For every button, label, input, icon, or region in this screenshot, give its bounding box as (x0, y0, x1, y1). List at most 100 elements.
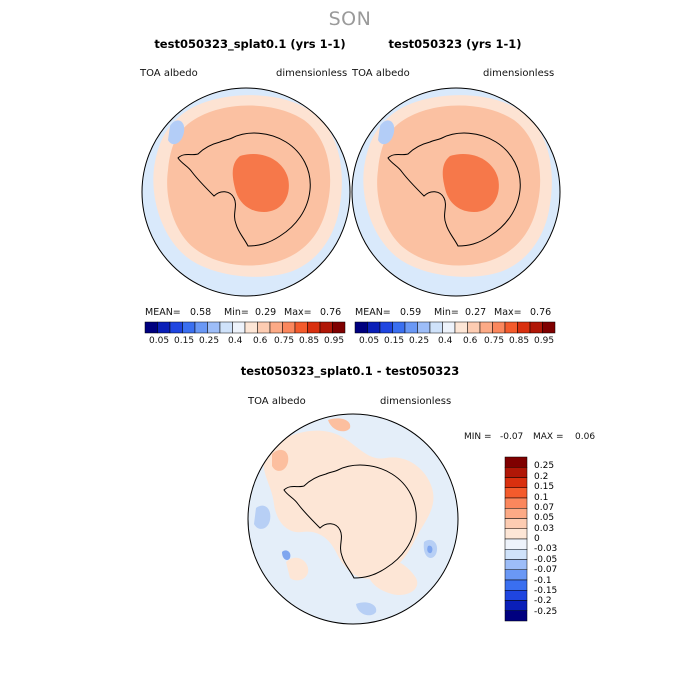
colorbar-swatch (319, 321, 333, 334)
map-border (247, 413, 459, 625)
colorbar-swatch (367, 321, 381, 334)
panel-1-min-label: Min= (224, 307, 249, 318)
colorbar-swatch (504, 590, 528, 601)
colorbar-swatch (504, 600, 528, 611)
colorbar-swatch (429, 321, 443, 334)
colorbar-tick-label: 0.4 (438, 336, 453, 346)
colorbar-swatch (504, 559, 528, 570)
colorbar-tick-label: -0.2 (534, 596, 552, 607)
panel-2-mean-label: MEAN= (355, 307, 391, 318)
colorbar-tick-label: 0.03 (534, 523, 555, 534)
colorbar-swatch (417, 321, 431, 334)
colorbar-tick-label: -0.1 (534, 575, 552, 586)
panel-1-colorbar (144, 321, 346, 334)
colorbar-tick-label: 0.75 (274, 336, 295, 346)
colorbar-tick-label: 0.05 (534, 513, 555, 524)
map-border (351, 87, 561, 297)
difference-min-label: MIN = (464, 432, 492, 442)
colorbar-tick-label: -0.15 (534, 585, 558, 596)
colorbar-swatch (504, 518, 528, 529)
antarctica-coastline (283, 464, 417, 579)
colorbar-tick-label: -0.25 (534, 606, 558, 617)
panel-1-title: test050323_splat0.1 (yrs 1-1) (154, 37, 346, 51)
colorbar-tick-label: 0.95 (324, 336, 345, 346)
colorbar-swatch (307, 321, 321, 334)
colorbar-tick-label: 0.15 (174, 336, 195, 346)
difference-units: dimensionless (380, 396, 452, 407)
panel-2-min-value: 0.27 (465, 307, 487, 318)
colorbar-swatch (504, 579, 528, 591)
difference-colorbar-ticks: 0.25 0.2 0.15 0.1 0.07 0.05 0.03 0 -0.03… (534, 456, 574, 622)
colorbar-tick-label: -0.07 (534, 565, 558, 576)
colorbar-swatch (144, 321, 158, 334)
colorbar-swatch (207, 321, 221, 334)
colorbar-swatch (504, 456, 528, 468)
difference-min-value: -0.07 (500, 432, 524, 442)
panel-1-mean-label: MEAN= (145, 307, 181, 318)
colorbar-tick-label: 0.05 (149, 336, 170, 346)
colorbar-tick-label: 0.75 (484, 336, 505, 346)
panel-2-colorbar (354, 321, 556, 334)
colorbar-swatch (504, 528, 528, 540)
difference-max-label: MAX = (533, 432, 564, 442)
colorbar-swatch (232, 321, 246, 334)
colorbar-swatch (504, 321, 518, 334)
panel-1-max-value: 0.76 (320, 307, 342, 318)
colorbar-tick-label: 0.07 (534, 502, 555, 513)
difference-colorbar (504, 456, 528, 622)
antarctica-coastline (177, 132, 311, 247)
colorbar-tick-label: 0.1 (534, 492, 549, 503)
season-title: SON (328, 8, 372, 30)
colorbar-tick-label: 0.15 (384, 336, 405, 346)
colorbar-swatch (332, 321, 346, 334)
colorbar-tick-label: 0.6 (253, 336, 268, 346)
colorbar-swatch (404, 321, 418, 334)
colorbar-swatch (282, 321, 296, 334)
difference-polar-map (247, 413, 459, 625)
colorbar-swatch (467, 321, 481, 334)
panel-2-units: dimensionless (483, 68, 555, 79)
panel-1-colorbar-ticks: 0.05 0.15 0.25 0.4 0.6 0.75 0.85 0.95 (144, 336, 346, 348)
panel-2-variable: TOA albedo (352, 68, 410, 79)
panel-2-max-label: Max= (494, 307, 522, 318)
colorbar-swatch (392, 321, 406, 334)
colorbar-swatch (504, 549, 528, 560)
colorbar-swatch (504, 569, 528, 581)
colorbar-swatch (454, 321, 468, 334)
panel-2-polar-map (351, 87, 561, 297)
colorbar-tick-label: 0.95 (534, 336, 555, 346)
colorbar-tick-label: 0.05 (359, 336, 380, 346)
colorbar-tick-label: 0.15 (534, 482, 555, 493)
colorbar-swatch (517, 321, 531, 334)
colorbar-swatch (442, 321, 456, 334)
panel-1-min-value: 0.29 (255, 307, 277, 318)
colorbar-swatch (194, 321, 208, 334)
colorbar-swatch (219, 321, 233, 334)
colorbar-tick-label: -0.05 (534, 554, 558, 565)
panel-1-mean-value: 0.58 (190, 307, 212, 318)
antarctica-coastline (387, 132, 521, 247)
colorbar-swatch (257, 321, 271, 334)
panel-2-mean-value: 0.59 (400, 307, 422, 318)
colorbar-swatch (354, 321, 368, 334)
panel-1-units: dimensionless (276, 68, 348, 79)
colorbar-tick-label: 0.85 (509, 336, 530, 346)
colorbar-swatch (504, 538, 528, 550)
colorbar-swatch (479, 321, 493, 334)
colorbar-swatch (504, 497, 528, 509)
panel-2-max-value: 0.76 (530, 307, 552, 318)
colorbar-tick-label: 0 (534, 534, 540, 544)
colorbar-swatch (504, 610, 528, 622)
panel-1-variable: TOA albedo (140, 68, 198, 79)
colorbar-swatch (492, 321, 506, 334)
colorbar-tick-label: 0.6 (463, 336, 478, 346)
panel-1-polar-map (141, 87, 351, 297)
colorbar-swatch (504, 487, 528, 499)
panel-2-colorbar-ticks: 0.05 0.15 0.25 0.4 0.6 0.75 0.85 0.95 (354, 336, 556, 348)
colorbar-swatch (244, 321, 258, 334)
colorbar-swatch (529, 321, 543, 334)
colorbar-swatch (379, 321, 393, 334)
panel-2-title: test050323 (yrs 1-1) (388, 37, 522, 51)
difference-max-value: 0.06 (575, 432, 596, 442)
colorbar-swatch (182, 321, 196, 334)
